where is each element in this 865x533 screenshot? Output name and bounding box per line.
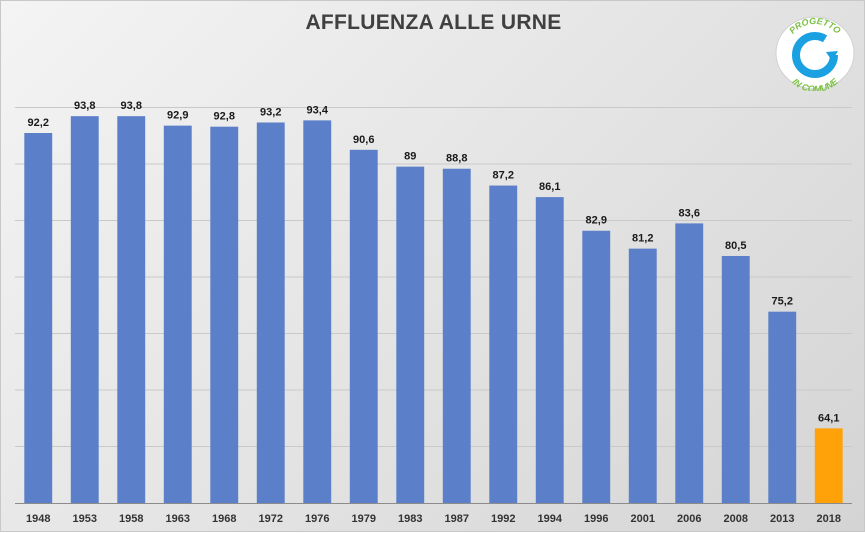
x-tick-1958: 1958 — [119, 513, 143, 525]
data-label-2006: 83,6 — [679, 207, 700, 219]
bar-2006 — [675, 223, 704, 504]
x-tick-1979: 1979 — [352, 513, 376, 525]
x-tick-1948: 1948 — [26, 513, 50, 525]
data-label-1963: 92,9 — [167, 110, 188, 122]
x-tick-1972: 1972 — [259, 513, 283, 525]
data-labels: 92,2 93,8 93,8 92,9 92,8 93,2 93,4 90,6 89 88,8 87… — [28, 100, 840, 424]
gridlines — [15, 107, 852, 447]
bar-2001 — [628, 248, 657, 503]
bar-2008 — [721, 255, 750, 503]
bar-1948 — [24, 132, 53, 503]
chart-title: AFFLUENZA ALLE URNE — [305, 11, 562, 34]
data-label-2018: 64,1 — [818, 412, 839, 424]
bar-1958 — [117, 116, 146, 504]
x-tick-2001: 2001 — [631, 513, 655, 525]
bar-1972 — [256, 122, 285, 504]
bar-1979 — [349, 149, 378, 503]
data-label-1992: 87,2 — [493, 170, 514, 182]
x-tick-1976: 1976 — [305, 513, 329, 525]
logo-arrow-icon — [826, 51, 838, 61]
x-tick-1996: 1996 — [584, 513, 608, 525]
bar-1987 — [442, 168, 471, 504]
data-label-2008: 80,5 — [725, 240, 746, 252]
x-tick-1987: 1987 — [445, 513, 469, 525]
data-label-1979: 90,6 — [353, 134, 374, 146]
x-tick-1992: 1992 — [491, 513, 515, 525]
data-label-1968: 92,8 — [214, 111, 235, 123]
data-label-1983: 89 — [404, 151, 416, 163]
data-label-2001: 81,2 — [632, 233, 653, 245]
bar-1953 — [70, 116, 99, 504]
bar-1992 — [489, 185, 518, 504]
x-tick-1953: 1953 — [73, 513, 97, 525]
bar-1996 — [582, 230, 611, 503]
bar-1994 — [535, 197, 564, 503]
x-tick-1994: 1994 — [538, 513, 563, 525]
x-tick-2018: 2018 — [817, 513, 841, 525]
bar-2018 — [814, 428, 843, 503]
x-tick-2006: 2006 — [677, 513, 701, 525]
data-label-1994: 86,1 — [539, 181, 560, 193]
data-label-1976: 93,4 — [307, 104, 329, 116]
data-label-1958: 93,8 — [121, 100, 142, 112]
data-label-1987: 88,8 — [446, 153, 467, 165]
x-tick-1963: 1963 — [166, 513, 190, 525]
x-tick-2008: 2008 — [724, 513, 748, 525]
data-label-2013: 75,2 — [772, 296, 793, 308]
x-tick-2013: 2013 — [770, 513, 794, 525]
data-label-1972: 93,2 — [260, 106, 281, 118]
progetto-in-comune-logo: PROGETTO IN COMUNE — [775, 16, 855, 91]
bar-2013 — [768, 311, 797, 503]
x-tick-1983: 1983 — [398, 513, 422, 525]
bar-1976 — [303, 120, 332, 504]
data-label-1948: 92,2 — [28, 117, 49, 129]
bar-1963 — [163, 125, 192, 503]
x-tick-labels: 1948 1953 1958 1963 1968 1972 1976 1979 1983 1987… — [26, 513, 841, 525]
bar-1983 — [396, 166, 425, 503]
data-label-1953: 93,8 — [74, 100, 95, 112]
logo-background — [775, 16, 855, 90]
bars — [24, 116, 843, 504]
x-tick-1968: 1968 — [212, 513, 236, 525]
bar-1968 — [210, 126, 239, 504]
data-label-1996: 82,9 — [586, 215, 607, 227]
